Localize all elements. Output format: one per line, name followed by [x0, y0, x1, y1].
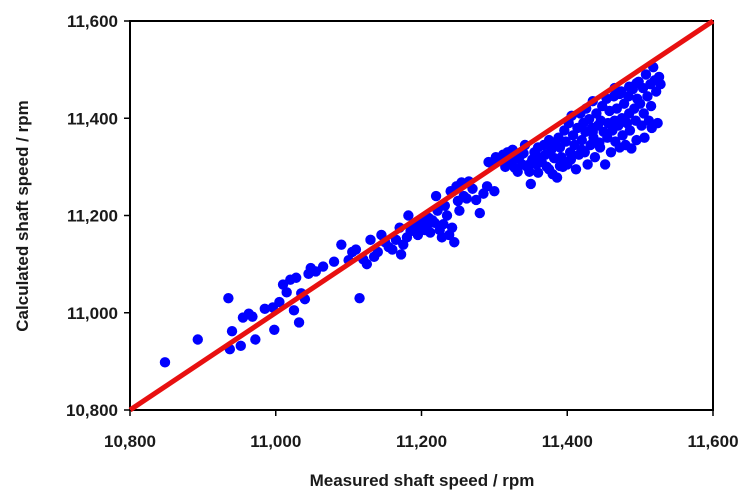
- y-tick-label: 11,600: [67, 12, 118, 31]
- data-point: [554, 160, 566, 172]
- data-point: [636, 120, 647, 131]
- data-point: [223, 292, 234, 304]
- data-point: [328, 256, 340, 267]
- x-axis-label: Measured shaft speed / rpm: [310, 471, 535, 490]
- data-point: [250, 334, 261, 345]
- y-tick-label: 11,400: [67, 109, 118, 128]
- data-point: [192, 334, 203, 345]
- reference-line-layer: [128, 18, 715, 413]
- data-point: [569, 139, 580, 151]
- data-point: [640, 69, 652, 80]
- y-tick-label: 10,800: [66, 401, 118, 420]
- data-point: [288, 305, 300, 316]
- data-point: [645, 100, 657, 112]
- data-point: [525, 178, 537, 190]
- data-point: [594, 142, 606, 153]
- x-tick-label: 11,000: [250, 432, 301, 451]
- data-point: [430, 190, 442, 202]
- data-point: [652, 117, 663, 129]
- data-point: [631, 78, 642, 89]
- data-point: [470, 194, 482, 206]
- data-point: [446, 222, 458, 233]
- data-point: [624, 125, 636, 136]
- data-point: [365, 234, 376, 246]
- y-axis-label: Calculated shaft speed / rpm: [13, 100, 32, 331]
- data-point: [532, 167, 544, 178]
- data-point: [461, 193, 472, 204]
- data-point: [582, 159, 593, 170]
- x-tick-label: 11,600: [687, 432, 738, 451]
- data-point: [425, 227, 436, 238]
- data-point: [395, 249, 407, 260]
- data-point: [293, 317, 305, 328]
- x-tick-label: 11,400: [542, 432, 593, 451]
- data-point: [310, 266, 322, 277]
- axis-ticks: 10,800 11,000 11,200 11,400 11,600 10,800 11,0…: [66, 12, 739, 451]
- data-point: [551, 172, 563, 183]
- data-point: [226, 326, 238, 337]
- data-point: [235, 340, 246, 352]
- data-point: [281, 287, 292, 298]
- data-point: [269, 324, 280, 335]
- data-point: [631, 134, 642, 146]
- data-point: [570, 164, 582, 175]
- data-points: [159, 61, 666, 368]
- data-point: [543, 164, 555, 175]
- data-point: [611, 103, 623, 114]
- data-point: [350, 244, 362, 255]
- data-point: [336, 239, 347, 250]
- data-point: [277, 279, 289, 290]
- x-tick-label: 10,800: [104, 432, 156, 451]
- data-point: [524, 166, 535, 177]
- data-point: [638, 108, 649, 119]
- data-point: [387, 244, 398, 255]
- data-point: [626, 143, 637, 154]
- data-point: [587, 126, 598, 138]
- data-point: [274, 296, 285, 308]
- data-point: [524, 159, 535, 170]
- data-point: [634, 98, 646, 109]
- data-point: [642, 91, 653, 102]
- data-point: [565, 154, 577, 165]
- data-point: [576, 134, 588, 146]
- data-point: [481, 181, 493, 192]
- data-point: [290, 272, 302, 283]
- data-point: [583, 114, 595, 125]
- data-point: [454, 205, 465, 216]
- data-point: [354, 292, 365, 304]
- data-point: [605, 147, 617, 158]
- reference-line: [128, 18, 715, 413]
- data-point: [617, 130, 628, 141]
- data-point: [247, 311, 258, 322]
- data-point: [655, 79, 666, 90]
- data-point: [489, 185, 500, 197]
- data-point: [614, 88, 625, 100]
- data-point: [159, 357, 171, 368]
- data-point: [474, 207, 485, 219]
- data-point: [639, 132, 650, 143]
- data-point: [403, 210, 414, 221]
- data-point: [560, 136, 571, 147]
- data-point: [602, 132, 613, 143]
- data-point: [441, 210, 453, 221]
- x-tick-label: 11,200: [396, 432, 447, 451]
- data-point: [361, 258, 373, 270]
- data-point: [259, 303, 271, 315]
- data-point: [438, 219, 449, 230]
- y-tick-label: 11,000: [67, 304, 118, 323]
- data-point: [556, 151, 567, 163]
- data-point: [317, 261, 329, 272]
- data-point: [576, 144, 588, 156]
- data-point: [599, 159, 611, 170]
- y-tick-label: 11,200: [67, 207, 118, 226]
- data-point: [449, 237, 460, 248]
- data-point: [429, 217, 440, 228]
- data-point: [589, 151, 601, 163]
